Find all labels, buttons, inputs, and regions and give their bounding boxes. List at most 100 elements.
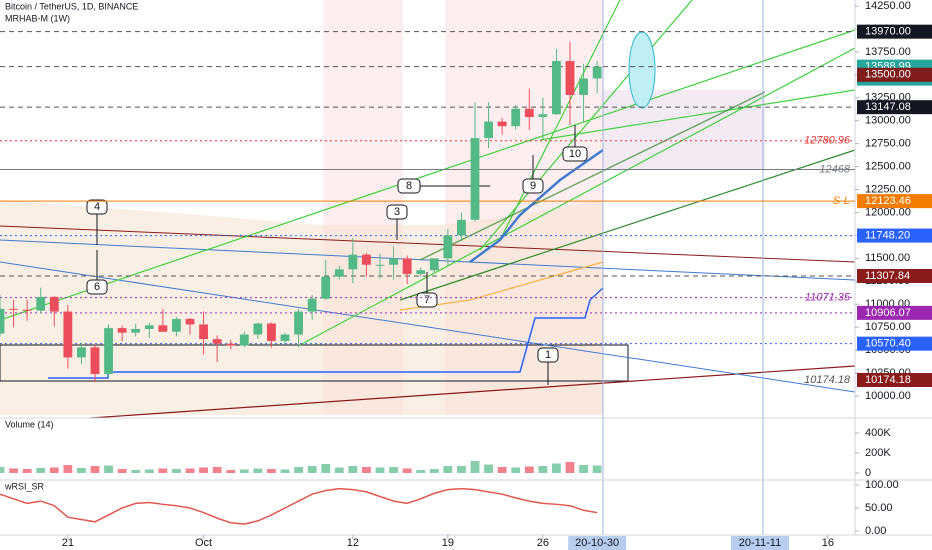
volume-bar xyxy=(294,467,303,473)
trendline xyxy=(0,239,856,281)
x-tick-label: 26 xyxy=(537,537,549,549)
volume-bar xyxy=(144,469,154,473)
volume-bar xyxy=(321,464,331,473)
candle-body xyxy=(0,308,5,334)
volume-bar xyxy=(497,467,507,473)
volume-bar xyxy=(511,467,521,473)
price-level-text: 11071.35 xyxy=(805,292,851,304)
candle-body xyxy=(253,323,263,335)
volume-bar xyxy=(49,467,59,473)
candle-body xyxy=(348,254,358,270)
price-label: 11307.84 xyxy=(865,270,910,282)
volume-bar xyxy=(90,466,100,473)
volume-bar xyxy=(579,465,588,473)
volume-bar xyxy=(239,469,249,473)
volume-bar xyxy=(443,466,453,473)
candle-body xyxy=(389,258,398,265)
x-tick-label: 16 xyxy=(822,537,834,549)
candle-body xyxy=(538,114,548,118)
price-level-text: 12468 xyxy=(819,163,850,175)
candle-body xyxy=(172,318,181,332)
callout: 10 xyxy=(562,125,588,162)
candle-body xyxy=(484,121,493,139)
x-tick-label: 19 xyxy=(442,537,454,549)
trendline xyxy=(89,365,856,419)
y-tick-label: 12000.00 xyxy=(865,206,911,218)
volume-bar xyxy=(172,469,181,473)
trendline xyxy=(0,261,856,393)
y-tick-label: 12500.00 xyxy=(865,160,911,172)
candle-body xyxy=(185,318,195,325)
volume-bar xyxy=(9,468,18,473)
callout-label: 10 xyxy=(569,148,581,160)
trendline xyxy=(399,149,856,301)
volume-bar xyxy=(429,469,439,473)
volume-bar xyxy=(22,469,32,473)
candle-body xyxy=(457,219,466,236)
callout-label: 9 xyxy=(530,180,536,192)
x-marker-label: 20-11-11 xyxy=(739,537,781,549)
y-tick-label: 12750.00 xyxy=(865,138,911,150)
candle-body xyxy=(226,343,236,346)
trendline xyxy=(0,29,856,321)
target-ellipse xyxy=(628,31,656,109)
rsi-title: wRSI_SR xyxy=(4,481,45,491)
volume-bar xyxy=(63,465,73,473)
candle-body xyxy=(429,258,439,271)
x-tick-label: 21 xyxy=(62,537,74,549)
candle-body xyxy=(334,269,344,277)
x-marker-box xyxy=(568,536,627,550)
candle-body xyxy=(90,347,100,374)
x-marker-box xyxy=(731,536,789,550)
volume-bar xyxy=(131,470,141,473)
candle-body xyxy=(212,339,222,344)
candle-body xyxy=(280,334,290,341)
volume-bar xyxy=(348,466,358,473)
candle-body xyxy=(592,66,602,79)
y-tick-label: 0 xyxy=(865,467,871,479)
callout: 1 xyxy=(537,347,559,385)
volume-bar xyxy=(267,469,276,473)
candle-body xyxy=(144,325,154,330)
y-tick-label: 0.00 xyxy=(865,525,886,537)
volume-bar xyxy=(280,469,290,473)
y-tick-label: 12250.00 xyxy=(865,183,911,195)
price-label-box xyxy=(857,336,932,351)
x-marker-label: 20-10-30 xyxy=(575,537,619,549)
trendline xyxy=(499,0,621,241)
candle-body xyxy=(294,311,303,335)
candle-body xyxy=(36,296,46,311)
indicator-title: MRHAB-M (1W) xyxy=(5,13,70,23)
candle-body xyxy=(239,334,249,346)
candle-body xyxy=(77,347,86,358)
price-label: 13500.00 xyxy=(865,69,911,81)
y-tick-label: 400K xyxy=(865,427,891,439)
candle-body xyxy=(470,138,480,220)
candle-body xyxy=(199,324,208,340)
y-tick-label: 13000.00 xyxy=(865,115,911,127)
volume-bar xyxy=(592,465,602,473)
rsi-line xyxy=(0,487,598,525)
y-tick-label: 10000.00 xyxy=(865,390,911,402)
price-label: 13147.08 xyxy=(865,101,911,113)
candle-body xyxy=(552,61,561,115)
price-label: 10570.40 xyxy=(865,338,911,350)
y-tick-label: 13750.00 xyxy=(865,46,911,58)
volume-bar xyxy=(362,467,371,473)
candle-body xyxy=(511,108,521,127)
candle-body xyxy=(267,323,276,341)
callout-label: 7 xyxy=(424,294,430,306)
candle-body xyxy=(22,309,32,311)
price-label-box xyxy=(857,194,932,209)
candle-body xyxy=(307,298,317,312)
volume-bar xyxy=(375,467,385,473)
cloud xyxy=(603,90,765,170)
volume-bar xyxy=(0,467,5,473)
volume-bar xyxy=(77,468,86,473)
y-tick-label: 50.00 xyxy=(865,502,893,514)
callout: 4 xyxy=(86,199,108,245)
price-label-box xyxy=(857,228,932,243)
price-label: 12123.46 xyxy=(865,195,911,207)
candle-body xyxy=(402,258,412,274)
